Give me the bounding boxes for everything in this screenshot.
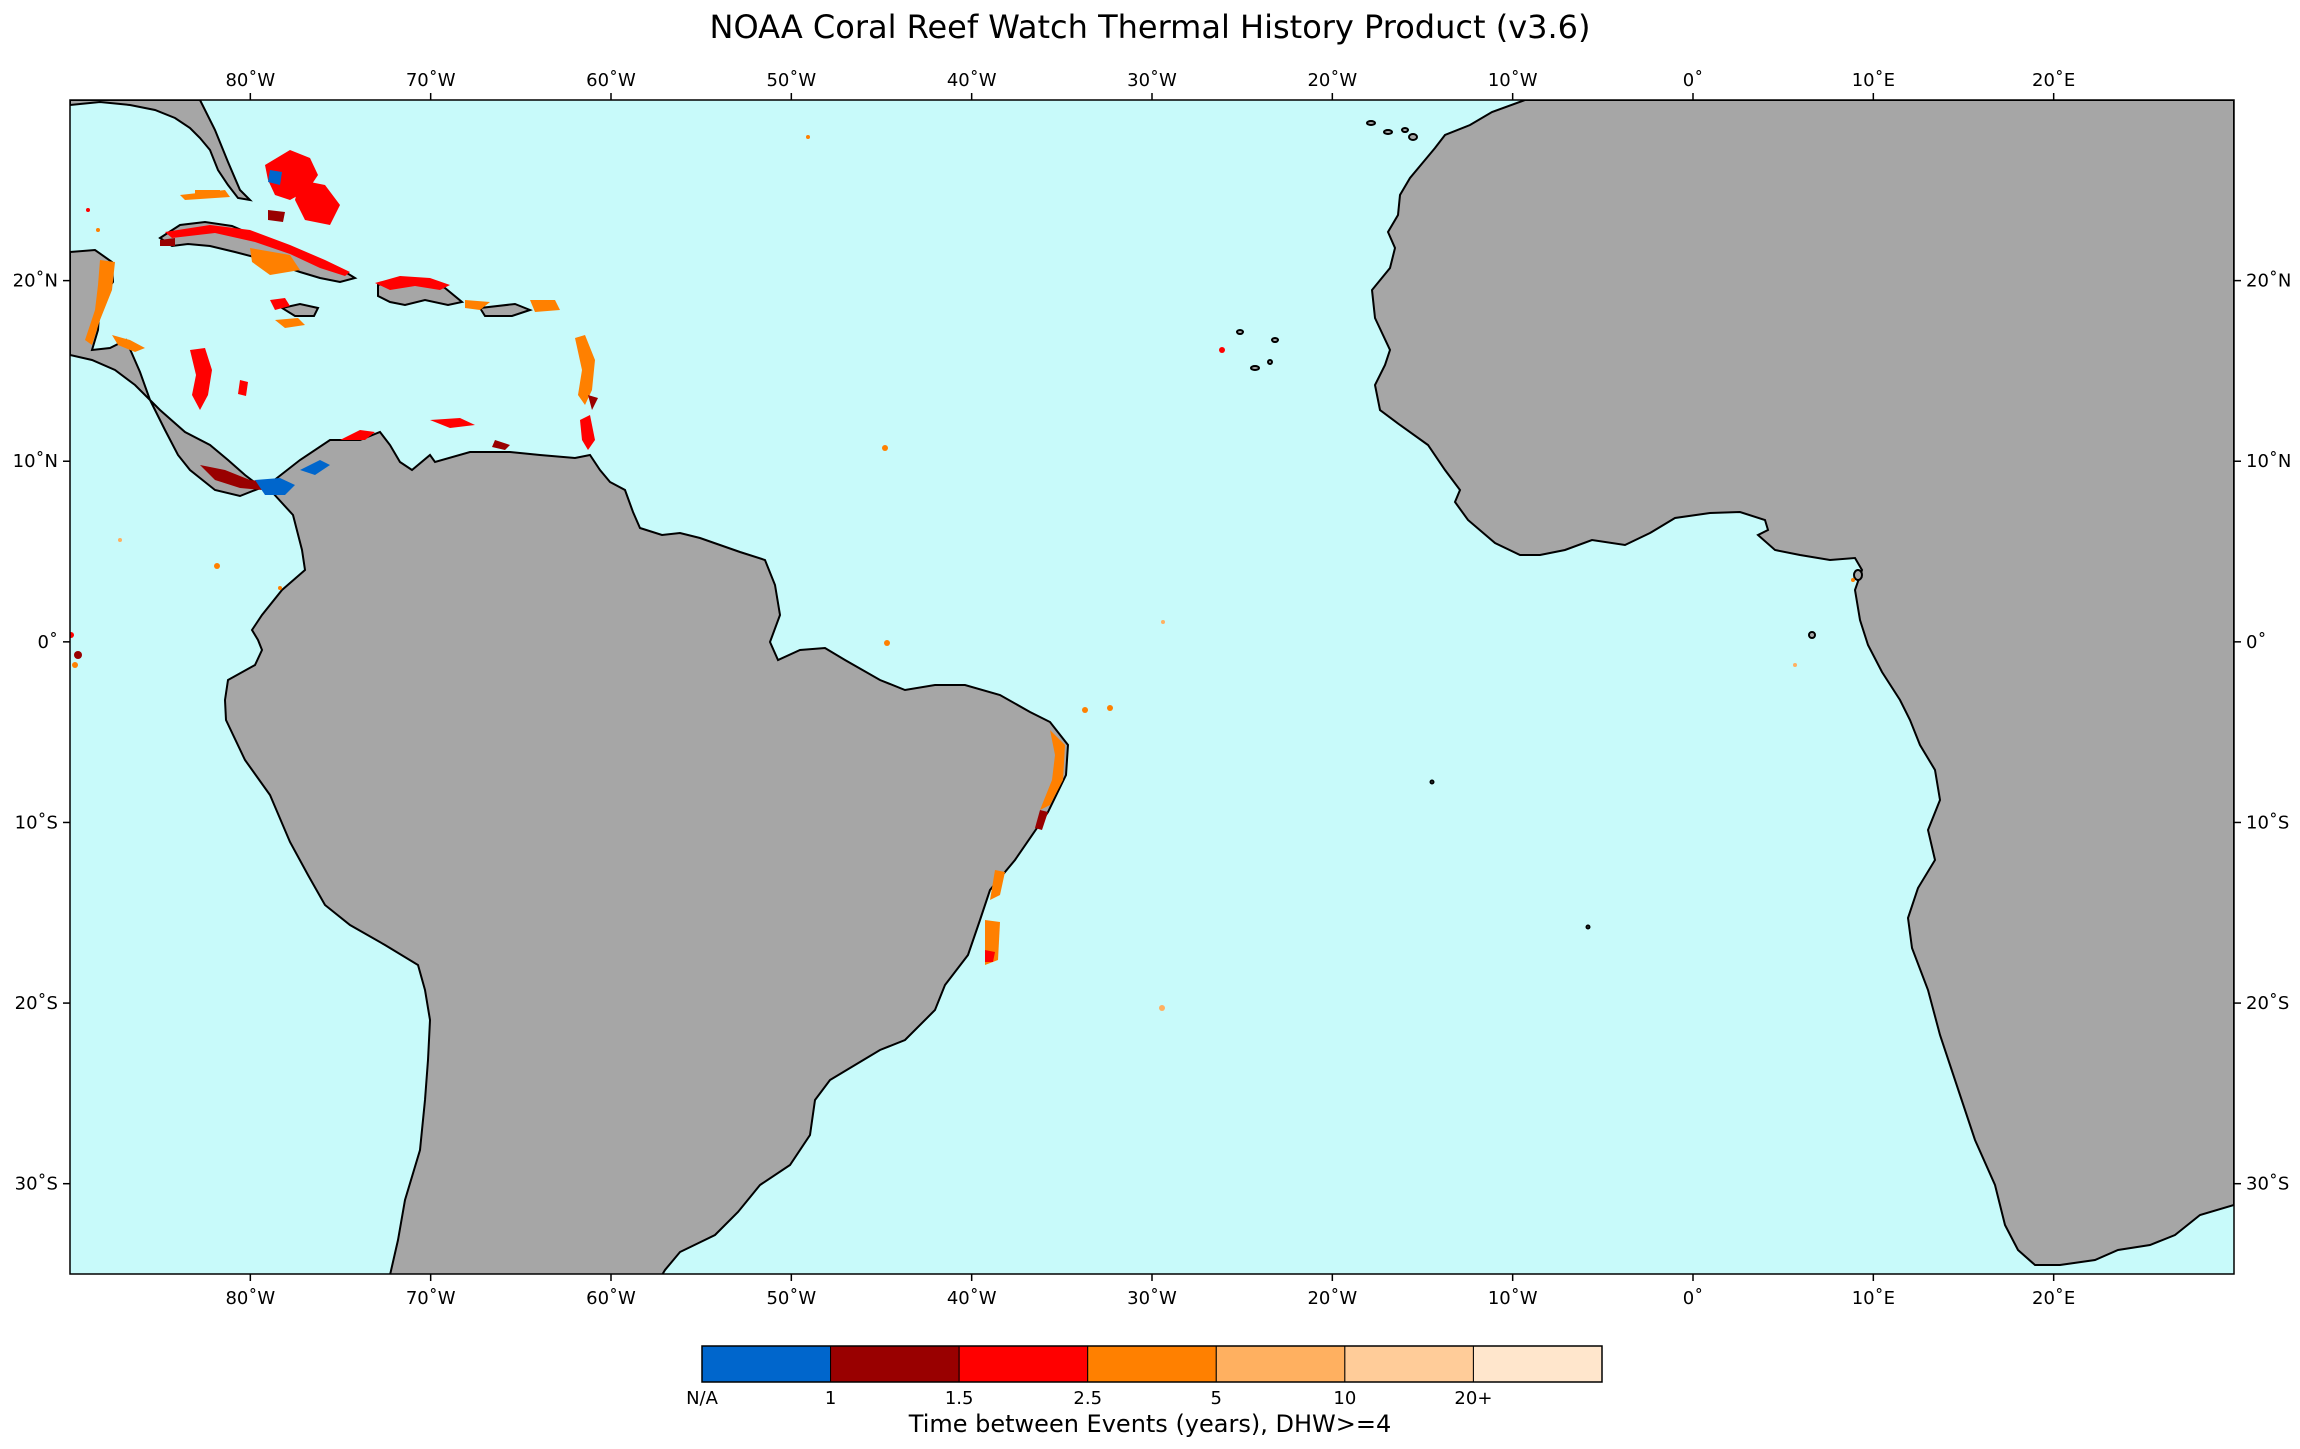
map-title: NOAA Coral Reef Watch Thermal History Pr…	[709, 8, 1591, 46]
lat-tick-label-left: 20˚S	[15, 993, 58, 1014]
lon-tick-label-bottom: 60˚W	[586, 1288, 636, 1309]
graticule-ticks: 80˚W 80˚W 70˚W 70˚W 60˚W 60˚W 50˚W 50˚W 40˚W 40˚W…	[13, 70, 2292, 1309]
island-bioko	[1853, 569, 1863, 581]
lat-tick-label-right: 0˚	[2246, 632, 2266, 653]
lon-tick-label-top: 10˚W	[1488, 70, 1538, 91]
island-cape-verde-3	[1250, 365, 1260, 371]
lat-tick-label-left: 10˚N	[13, 451, 58, 472]
island-canary-2	[1383, 129, 1393, 135]
colorbar-label: 1	[825, 1388, 836, 1409]
colorbar-segment	[830, 1345, 960, 1383]
lon-tick-label-bottom: 40˚W	[947, 1288, 997, 1309]
colorbar-segment	[1344, 1345, 1474, 1383]
colorbar-segment	[1215, 1345, 1346, 1383]
colorbar-frame	[701, 1345, 1603, 1383]
island-cape-verde-1	[1236, 329, 1244, 335]
lat-tick-label-right: 10˚S	[2246, 812, 2289, 833]
island-cape-verde-2	[1271, 337, 1279, 343]
lon-tick-label-top: 20˚W	[1307, 70, 1357, 91]
colorbar-title: Time between Events (years), DHW>=4	[908, 1410, 1392, 1438]
lon-tick-label-top: 10˚E	[1852, 70, 1895, 91]
lon-tick-label-bottom: 20˚W	[1307, 1288, 1357, 1309]
lon-tick-label-bottom: 50˚W	[766, 1288, 816, 1309]
colorbar-label: 5	[1211, 1388, 1222, 1409]
colorbar-label: 2.5	[1073, 1388, 1102, 1409]
lon-tick-label-top: 80˚W	[225, 70, 275, 91]
lon-tick-label-top: 40˚W	[947, 70, 997, 91]
island-sao-tome	[1808, 631, 1816, 639]
lon-tick-label-top: 0˚	[1683, 70, 1703, 91]
island-canary-4	[1408, 133, 1418, 141]
colorbar-segment	[1087, 1345, 1217, 1383]
land-africa	[1370, 100, 2234, 1266]
lat-tick-label-left: 10˚S	[15, 812, 58, 833]
island-canary-3	[1401, 127, 1409, 133]
lon-tick-label-bottom: 20˚E	[2032, 1288, 2075, 1309]
colorbar-segment	[1472, 1345, 1603, 1383]
colorbar-label: N/A	[686, 1388, 719, 1409]
lon-tick-label-bottom: 80˚W	[225, 1288, 275, 1309]
colorbar-label: 1.5	[945, 1388, 974, 1409]
island-st-helena	[1585, 924, 1591, 930]
lat-tick-label-right: 20˚N	[2246, 271, 2291, 292]
island-canary-1	[1366, 120, 1376, 126]
land-florida	[70, 100, 253, 202]
lon-tick-label-top: 30˚W	[1127, 70, 1177, 91]
lat-tick-label-left: 0˚	[38, 632, 58, 653]
lon-tick-label-top: 50˚W	[766, 70, 816, 91]
colorbar-segment	[701, 1345, 832, 1383]
colorbar-segment	[958, 1345, 1089, 1383]
island-cape-verde-4	[1267, 359, 1273, 365]
land-puerto-rico	[478, 302, 533, 317]
lon-tick-label-top: 70˚W	[406, 70, 456, 91]
lat-tick-label-left: 30˚S	[15, 1174, 58, 1195]
lat-tick-label-right: 10˚N	[2246, 451, 2291, 472]
lon-tick-label-bottom: 30˚W	[1127, 1288, 1177, 1309]
lon-tick-label-bottom: 0˚	[1683, 1288, 1703, 1309]
lat-tick-label-right: 20˚S	[2246, 993, 2289, 1014]
lon-tick-label-bottom: 70˚W	[406, 1288, 456, 1309]
island-ascension	[1429, 779, 1435, 785]
lat-tick-label-left: 20˚N	[13, 271, 58, 292]
lon-tick-label-top: 60˚W	[586, 70, 636, 91]
lon-tick-label-top: 20˚E	[2032, 70, 2075, 91]
colorbar-label: 20+	[1454, 1388, 1492, 1409]
colorbar: N/A 1 1.5 2.5 5 10 20+	[686, 1345, 1603, 1409]
lon-tick-label-bottom: 10˚W	[1488, 1288, 1538, 1309]
lat-tick-label-right: 30˚S	[2246, 1174, 2289, 1195]
land-jamaica	[279, 302, 320, 317]
reef-thermal-history-points	[70, 135, 1855, 1011]
colorbar-label: 10	[1333, 1388, 1356, 1409]
lon-tick-label-bottom: 10˚E	[1852, 1288, 1895, 1309]
